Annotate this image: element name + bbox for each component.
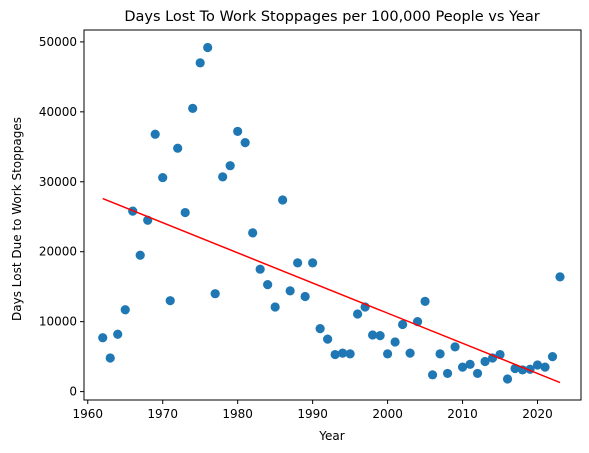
data-point xyxy=(270,302,280,312)
data-point xyxy=(300,291,310,302)
data-point xyxy=(368,330,378,340)
data-point xyxy=(158,172,168,183)
data-point xyxy=(255,264,265,274)
data-point xyxy=(465,359,475,369)
x-tick-label: 2020 xyxy=(522,407,553,421)
data-point xyxy=(105,353,115,363)
y-axis-ticks: 0 10000 20000 30000 40000 50000 xyxy=(39,35,84,399)
trend-line xyxy=(102,197,561,384)
data-point xyxy=(248,228,258,238)
data-point xyxy=(278,195,288,205)
data-point xyxy=(397,319,408,330)
data-point xyxy=(120,305,130,315)
data-point xyxy=(135,250,145,260)
x-tick-label: 1980 xyxy=(222,407,253,421)
data-point xyxy=(555,272,565,282)
data-point xyxy=(240,138,250,148)
y-axis-title: Days Lost Due to Work Stoppages xyxy=(10,117,24,321)
data-point xyxy=(113,329,123,339)
data-point xyxy=(345,349,355,359)
data-point xyxy=(150,129,160,139)
data-point xyxy=(442,368,453,379)
data-point xyxy=(450,342,460,352)
y-tick-label: 50000 xyxy=(39,35,77,49)
data-point xyxy=(390,337,400,347)
data-point xyxy=(510,363,520,374)
y-tick-label: 30000 xyxy=(39,175,77,189)
data-point xyxy=(375,331,385,341)
x-tick-label: 2000 xyxy=(372,407,403,421)
data-point xyxy=(457,362,468,372)
data-point xyxy=(188,103,198,113)
data-point xyxy=(330,349,340,360)
x-tick-label: 1990 xyxy=(297,407,328,421)
data-point xyxy=(480,356,490,367)
data-point xyxy=(293,258,303,268)
data-point xyxy=(203,42,213,53)
data-point xyxy=(435,349,445,359)
data-point xyxy=(427,370,438,380)
y-tick-label: 20000 xyxy=(39,245,77,259)
data-point xyxy=(308,258,318,268)
data-point xyxy=(233,126,243,137)
y-tick-label: 10000 xyxy=(39,315,77,329)
x-tick-label: 1970 xyxy=(147,407,178,421)
data-point xyxy=(263,279,273,290)
data-point xyxy=(218,172,228,182)
y-tick-label: 0 xyxy=(69,385,77,399)
data-point xyxy=(547,352,558,362)
x-axis-title: Year xyxy=(318,429,344,443)
data-point xyxy=(210,289,220,299)
data-point xyxy=(540,362,550,372)
plot-frame xyxy=(83,29,582,401)
chart-title: Days Lost To Work Stoppages per 100,000 … xyxy=(124,9,539,25)
data-point xyxy=(405,348,415,358)
data-point xyxy=(225,161,235,171)
data-point xyxy=(383,349,393,359)
data-point xyxy=(502,374,513,384)
plot-area xyxy=(98,42,565,384)
data-point xyxy=(420,296,430,306)
data-point xyxy=(532,360,543,370)
x-axis-ticks: 1960 1970 1980 1990 2000 2010 2020 xyxy=(72,400,553,421)
y-tick-label: 40000 xyxy=(39,105,77,119)
data-point xyxy=(180,207,190,218)
data-point xyxy=(472,368,483,379)
data-point xyxy=(195,58,205,68)
data-point xyxy=(285,286,295,296)
x-tick-label: 2010 xyxy=(447,407,478,421)
data-point xyxy=(338,348,348,358)
data-point xyxy=(165,296,175,306)
data-point xyxy=(173,143,183,153)
data-point xyxy=(98,333,108,343)
data-point xyxy=(323,334,333,344)
x-tick-label: 1960 xyxy=(72,407,103,421)
data-point xyxy=(353,309,363,319)
data-point xyxy=(315,324,325,334)
